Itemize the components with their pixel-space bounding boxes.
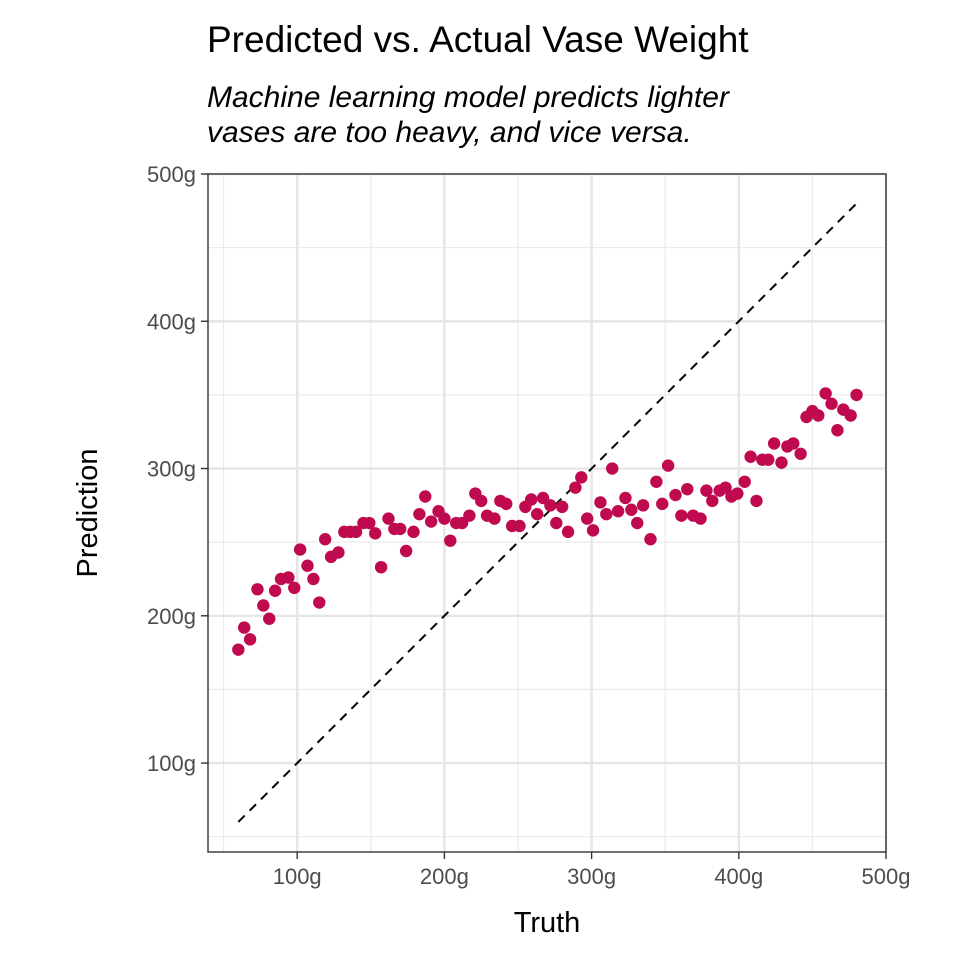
data-point: [525, 493, 538, 506]
data-point: [636, 499, 650, 512]
data-point: [700, 484, 713, 497]
data-point: [631, 516, 644, 530]
data-point: [413, 507, 426, 521]
chart-subtitle-line-1: Machine learning model predicts lighter: [207, 81, 730, 114]
data-point: [580, 512, 594, 525]
data-point: [575, 471, 588, 484]
data-point: [307, 572, 320, 586]
reference-line: [237, 202, 858, 823]
data-point: [438, 512, 451, 525]
data-point: [569, 481, 582, 494]
data-points: [232, 387, 863, 656]
data-point: [661, 459, 675, 472]
data-point: [288, 581, 301, 595]
data-point: [669, 488, 682, 502]
data-point: [374, 560, 388, 574]
x-tick-label: 100g: [273, 864, 322, 889]
data-point: [731, 487, 744, 500]
chart-title: Predicted vs. Actual Vase Weight: [207, 19, 749, 60]
data-point: [844, 409, 857, 422]
data-point: [369, 527, 382, 540]
data-point: [475, 494, 488, 508]
data-point: [744, 450, 757, 463]
data-point: [825, 397, 838, 410]
data-point: [238, 621, 251, 634]
data-point: [257, 599, 270, 612]
data-point: [500, 497, 513, 511]
data-point: [561, 525, 575, 539]
y-tick-label: 200g: [147, 604, 196, 629]
data-point: [232, 643, 245, 656]
x-axis-title: Truth: [514, 907, 581, 939]
data-point: [263, 612, 276, 625]
data-point: [363, 516, 376, 530]
data-point: [382, 512, 395, 525]
data-point: [419, 490, 432, 503]
data-point: [318, 533, 332, 546]
data-point: [656, 497, 669, 511]
data-point: [625, 503, 638, 516]
data-point: [706, 494, 719, 508]
panel-border: [207, 173, 887, 853]
data-point: [463, 509, 476, 522]
y-tick-label: 300g: [147, 457, 196, 482]
data-point: [301, 559, 314, 572]
data-point: [349, 525, 363, 539]
data-point: [586, 524, 600, 537]
data-point: [251, 583, 264, 596]
data-point: [675, 509, 688, 522]
x-tick-label: 400g: [714, 864, 763, 889]
x-tick-label: 500g: [862, 864, 911, 889]
data-point: [407, 525, 420, 539]
data-point: [650, 475, 663, 488]
data-point: [775, 456, 788, 469]
data-point: [812, 409, 825, 422]
x-tick-label: 300g: [567, 864, 616, 889]
data-point: [644, 533, 657, 546]
y-axis-title: Prediction: [72, 449, 104, 578]
data-point: [424, 515, 438, 528]
data-point: [282, 571, 295, 584]
y-tick-label: 500g: [147, 162, 196, 187]
data-point: [544, 499, 557, 512]
data-point: [394, 522, 407, 536]
data-point: [831, 424, 844, 437]
data-point: [600, 507, 613, 521]
data-point: [513, 519, 526, 533]
data-point: [268, 584, 282, 597]
y-tick-label: 100g: [147, 751, 196, 776]
data-point: [819, 387, 832, 400]
data-point: [767, 437, 781, 450]
data-point: [611, 505, 625, 518]
data-point: [243, 633, 257, 646]
data-point: [794, 447, 807, 461]
data-point: [594, 496, 607, 509]
data-point: [850, 388, 863, 402]
data-point: [787, 437, 800, 450]
data-point: [530, 507, 544, 521]
data-point: [606, 462, 619, 475]
x-tick-label: 200g: [420, 864, 469, 889]
data-point: [313, 596, 326, 609]
y-tick-label: 400g: [147, 309, 196, 334]
data-point: [555, 500, 569, 514]
data-point: [719, 481, 732, 494]
data-point: [550, 516, 563, 530]
y-axis: 100g 200g 300g 400g 500g: [147, 162, 208, 776]
data-point: [694, 512, 707, 525]
data-point: [750, 494, 763, 508]
data-point: [293, 543, 307, 556]
data-point: [681, 482, 694, 496]
chart-subtitle-line-2: vases are too heavy, and vice versa.: [207, 116, 692, 149]
data-point: [399, 544, 413, 558]
data-point: [332, 546, 345, 559]
data-point: [619, 491, 632, 505]
data-point: [762, 453, 775, 466]
data-point: [738, 475, 751, 488]
data-point: [488, 512, 501, 525]
data-point: [444, 534, 457, 547]
x-axis: 100g 200g 300g 400g 500g: [273, 852, 911, 889]
